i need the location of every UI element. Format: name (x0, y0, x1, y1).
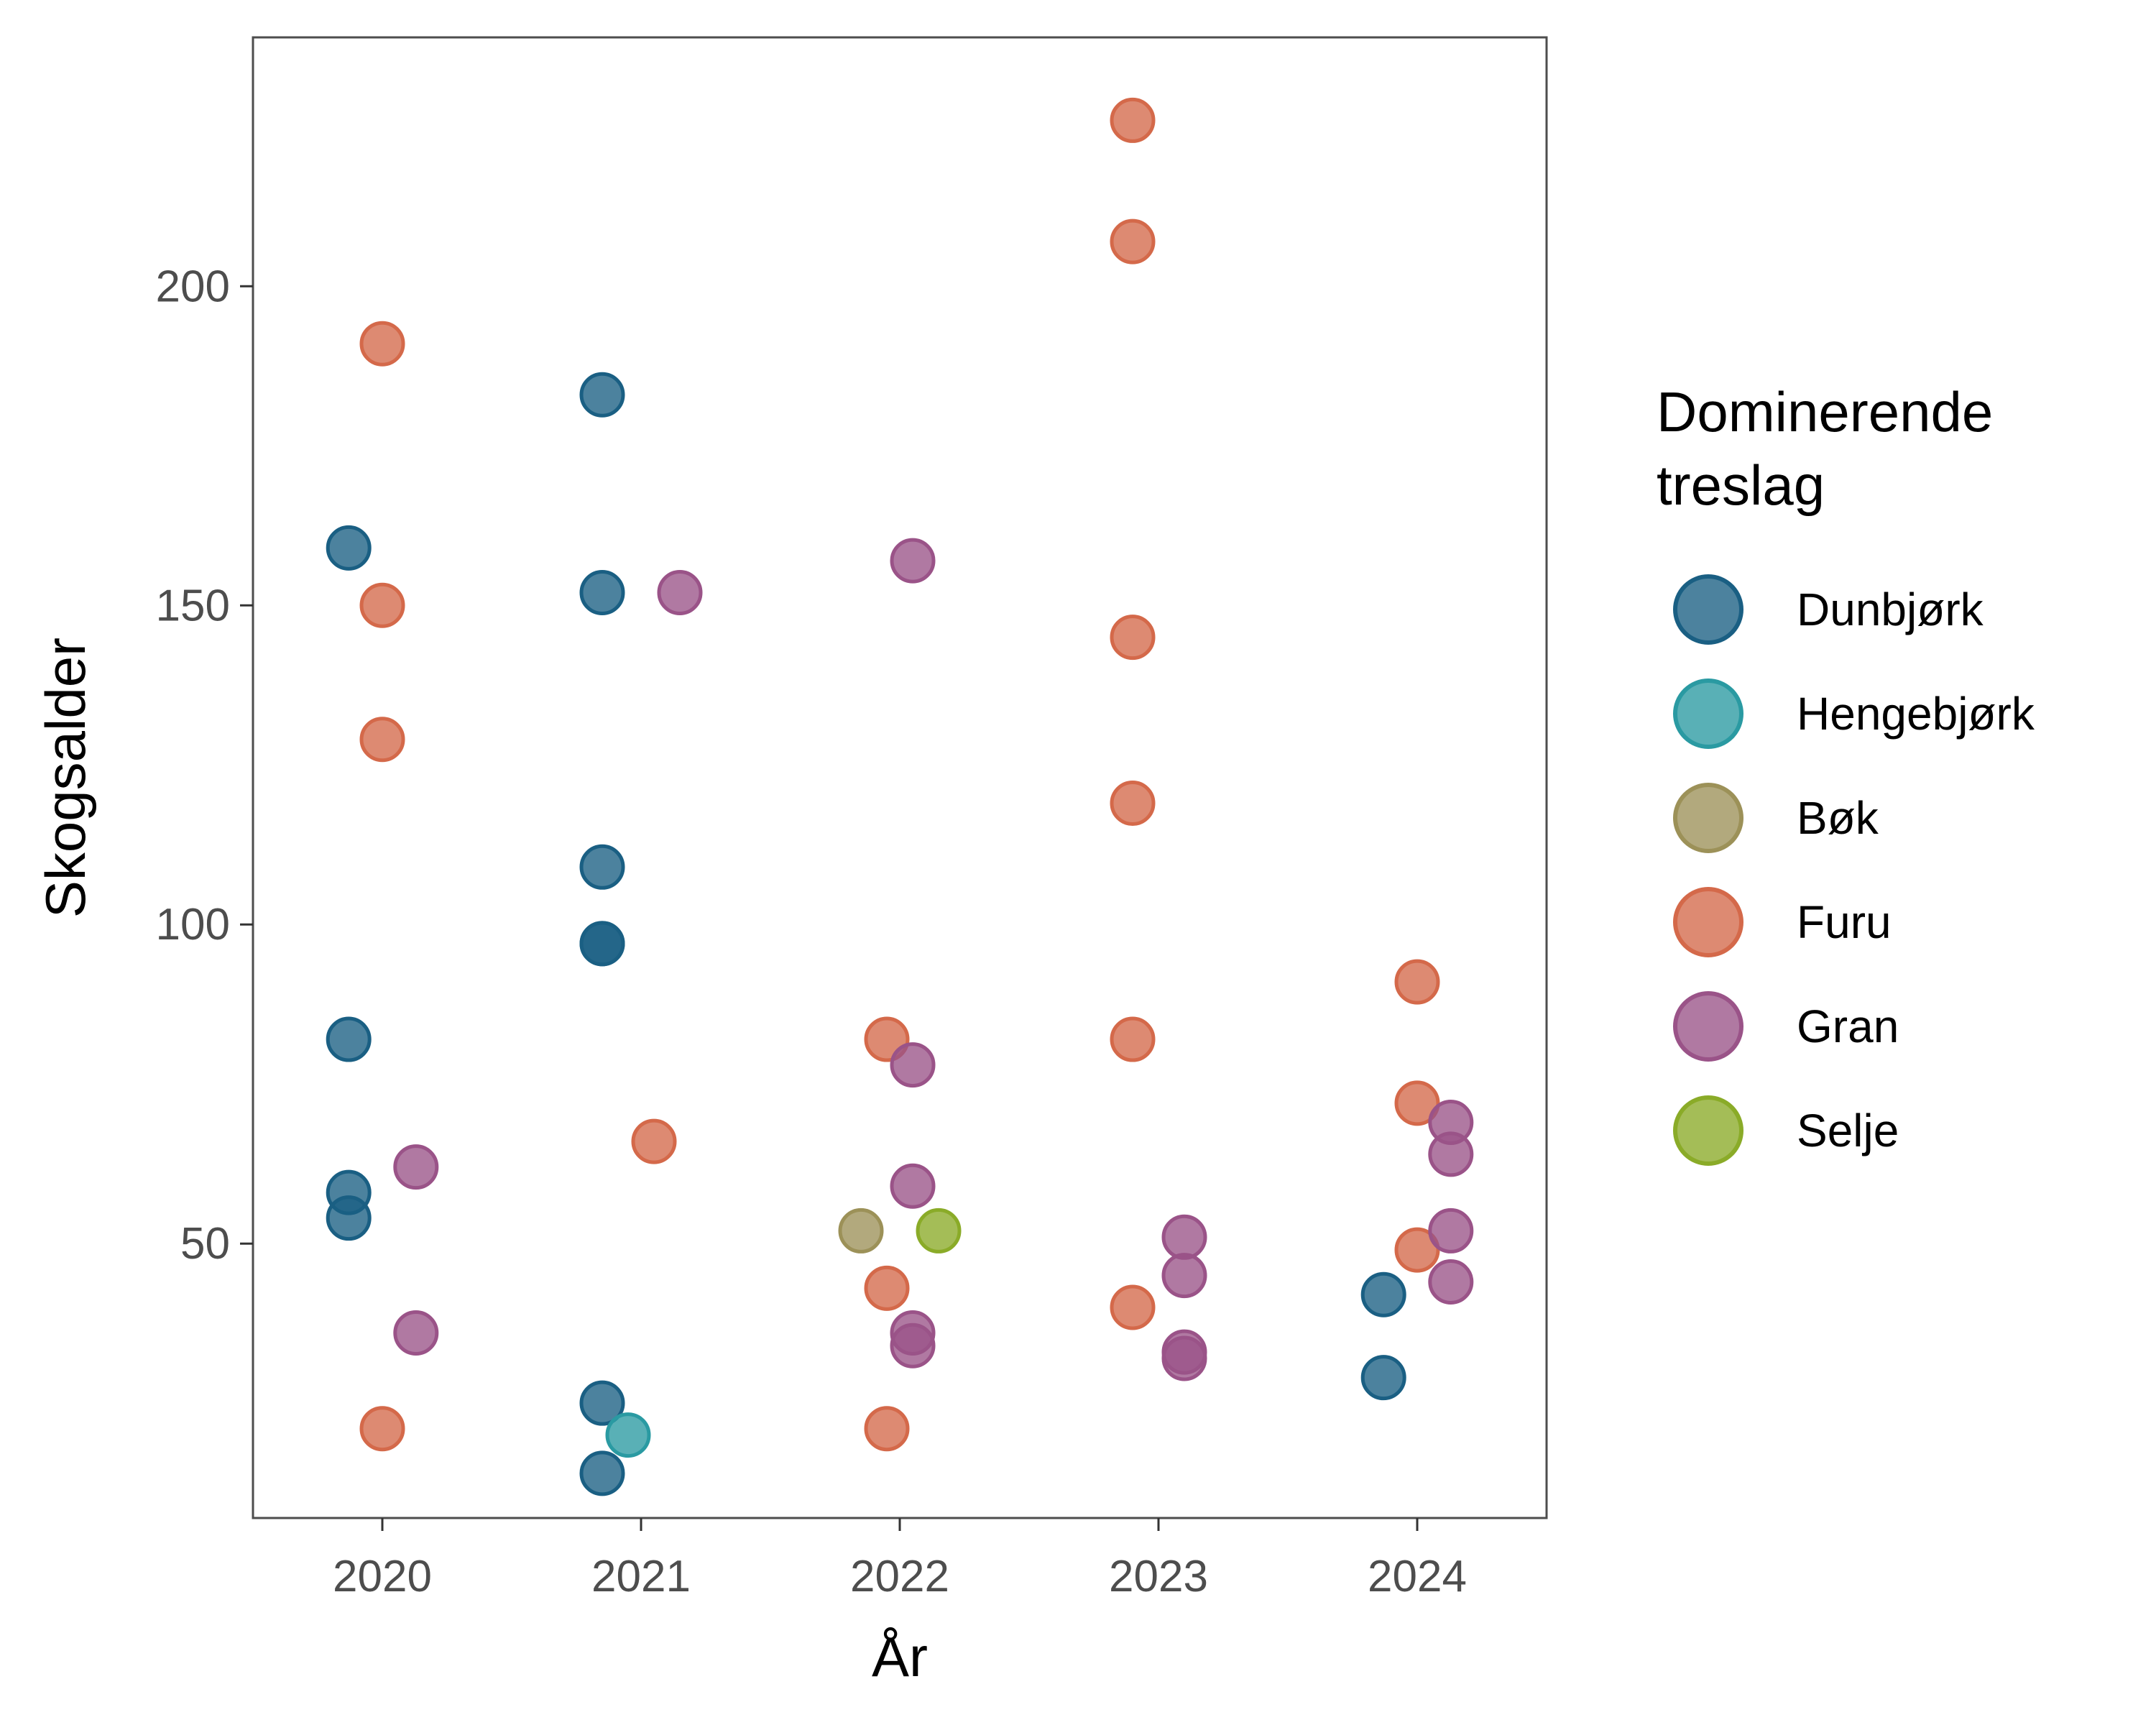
point-dunbjørk (1360, 1355, 1406, 1401)
x-axis: 2020 2021 2022 2023 2024 (333, 1518, 1467, 1601)
legend-label: Furu (1797, 896, 1892, 948)
legend-entries: Dunbjørk Hengebjørk Bøk Furu Gran Selje (1673, 574, 2035, 1166)
point-furu (631, 1118, 677, 1164)
point-furu (1110, 781, 1156, 827)
point-gran (890, 1322, 936, 1368)
legend-key (1673, 1095, 1743, 1166)
point-dunbjørk (579, 570, 625, 615)
point-dunbjørk (326, 525, 372, 571)
y-axis: 50 100 150 200 (156, 262, 253, 1269)
point-dunbjørk (326, 1195, 372, 1241)
point-dunbjørk (579, 844, 625, 890)
legend-label: Selje (1797, 1105, 1899, 1156)
point-gran (1428, 1208, 1474, 1254)
legend-key (1673, 574, 1743, 645)
legend-key (1673, 991, 1743, 1062)
point-gran (1428, 1131, 1474, 1177)
legend-label: Gran (1797, 1000, 1899, 1052)
y-tick-label: 100 (156, 900, 230, 949)
point-dunbjørk (579, 1450, 625, 1496)
data-points (326, 97, 1474, 1496)
y-tick-label: 200 (156, 262, 230, 311)
point-gran (657, 570, 703, 615)
legend-label: Hengebjørk (1797, 688, 2035, 740)
point-furu (1394, 1080, 1440, 1126)
legend-title-line-1: Dominerende (1657, 380, 1993, 443)
point-dunbjørk (579, 921, 625, 967)
point-gran (1161, 1214, 1207, 1260)
point-furu (1110, 1016, 1156, 1062)
point-furu (1110, 97, 1156, 143)
point-gran (393, 1310, 439, 1356)
point-gran (1161, 1253, 1207, 1299)
x-tick-label: 2022 (850, 1552, 949, 1601)
point-furu (359, 717, 405, 763)
point-gran (890, 538, 936, 584)
x-tick-label: 2020 (333, 1552, 432, 1601)
point-furu (1394, 1227, 1440, 1273)
point-bøk (838, 1208, 884, 1254)
legend-key (1673, 783, 1743, 853)
legend-key (1673, 887, 1743, 957)
x-tick-label: 2023 (1109, 1552, 1208, 1601)
point-hengebjørk (605, 1412, 651, 1458)
point-furu (359, 1406, 405, 1452)
x-axis-title: År (872, 1625, 928, 1688)
x-tick-label: 2021 (591, 1552, 691, 1601)
legend-label: Dunbjørk (1797, 584, 1984, 635)
y-axis-title: Skogsalder (34, 638, 97, 918)
point-dunbjørk (326, 1016, 372, 1062)
legend: Dominerende treslag Dunbjørk Hengebjørk Bø… (1657, 380, 2035, 1166)
point-gran (1161, 1335, 1207, 1381)
legend-label: Bøk (1797, 792, 1879, 844)
point-selje (916, 1208, 962, 1254)
point-gran (1428, 1259, 1474, 1305)
point-furu (1110, 1284, 1156, 1330)
point-furu (864, 1265, 910, 1311)
point-dunbjørk (579, 372, 625, 418)
y-tick-label: 150 (156, 581, 230, 630)
x-tick-label: 2024 (1368, 1552, 1467, 1601)
legend-title-line-2: treslag (1657, 454, 1825, 517)
point-dunbjørk (1360, 1271, 1406, 1317)
point-furu (359, 321, 405, 367)
point-dunbjørk (579, 1380, 625, 1426)
point-furu (359, 582, 405, 628)
point-furu (1394, 959, 1440, 1005)
point-furu (1110, 218, 1156, 264)
point-furu (1110, 615, 1156, 661)
legend-key (1673, 678, 1743, 749)
point-gran (890, 1163, 936, 1209)
point-gran (890, 1042, 936, 1088)
y-tick-label: 50 (180, 1219, 230, 1269)
point-gran (393, 1144, 439, 1190)
point-furu (864, 1406, 910, 1452)
